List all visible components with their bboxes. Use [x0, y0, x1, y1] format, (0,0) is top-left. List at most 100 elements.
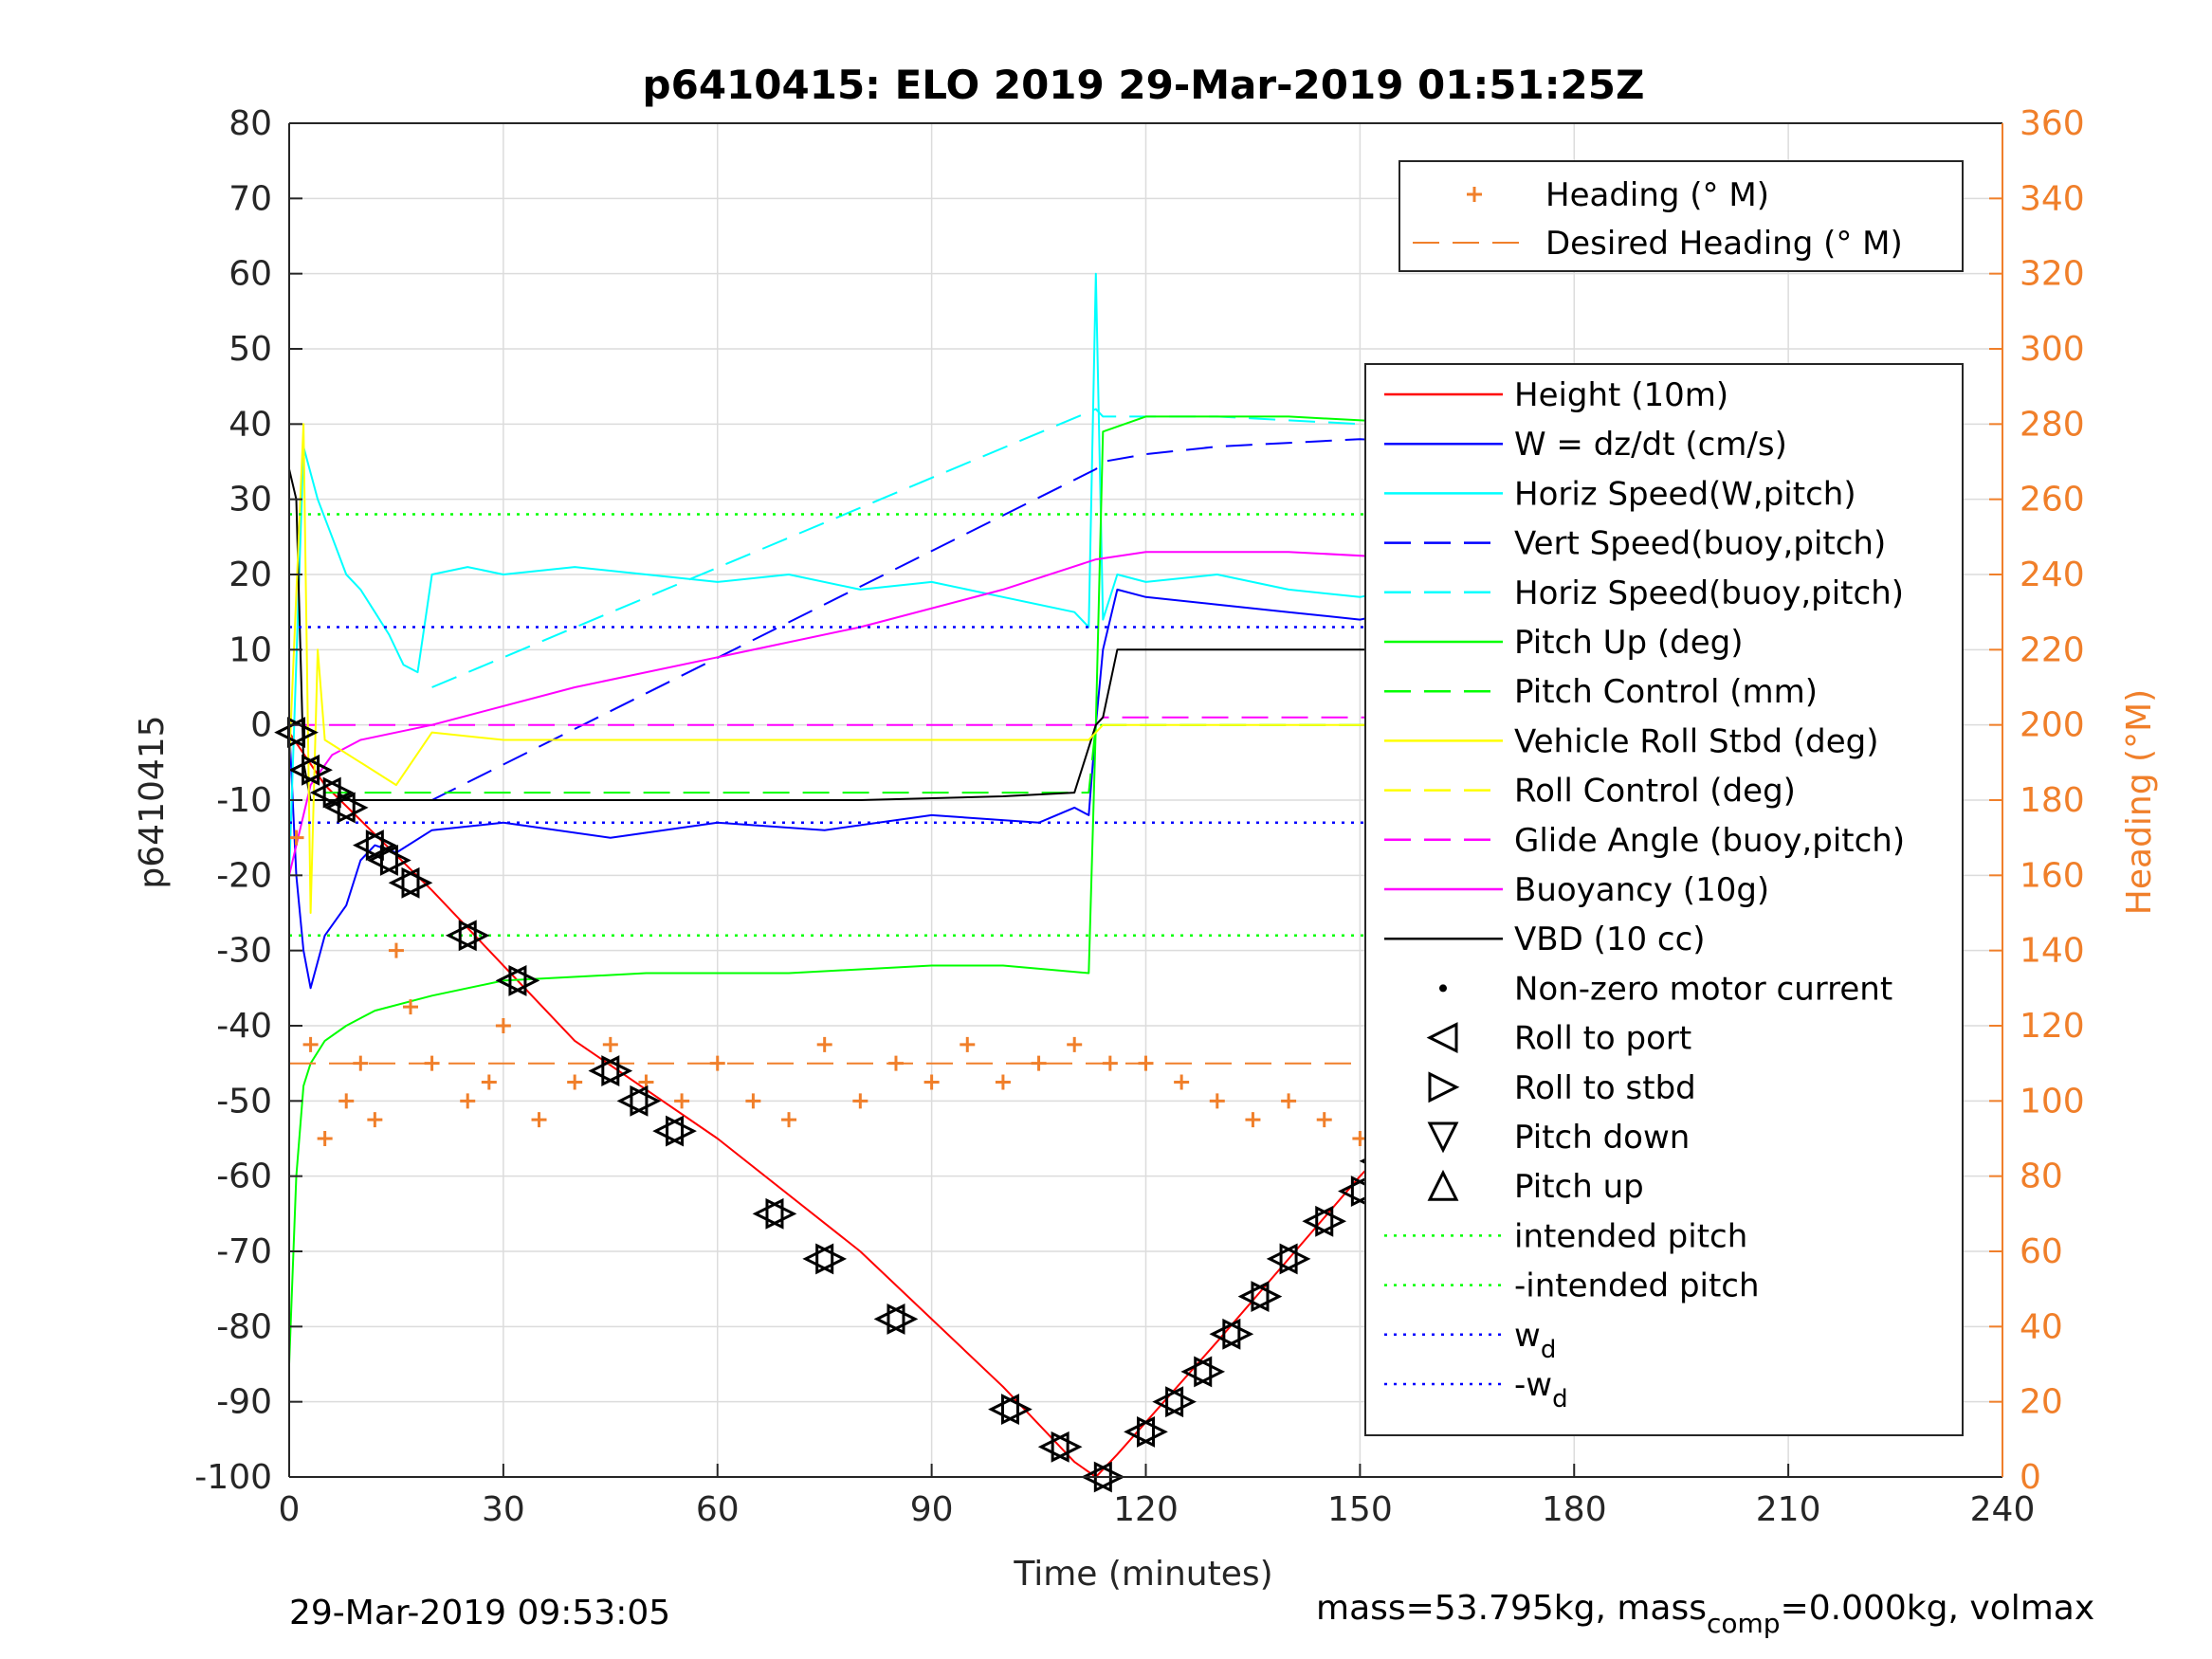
roll-port-marker — [1266, 1243, 1298, 1275]
legend-label: Roll to port — [1514, 1020, 1691, 1058]
legend-triangle — [1427, 1121, 1459, 1154]
y2-tick-label: 40 — [2020, 1307, 2063, 1346]
legend-label: Vert Speed(buoy,pitch) — [1514, 525, 1886, 563]
legend-label: -wd — [1514, 1366, 1568, 1413]
legend-label: -intended pitch — [1514, 1267, 1760, 1305]
heading-point — [816, 1036, 832, 1052]
heading-point — [460, 1093, 476, 1109]
y2-tick-label: 260 — [2020, 481, 2085, 520]
roll-port-marker — [873, 1303, 905, 1335]
y-tick-label: -90 — [216, 1383, 272, 1422]
y2-tick-label: 340 — [2020, 179, 2085, 218]
legend-triangle — [1428, 1071, 1460, 1103]
legend-label-text: Height (10m) — [1514, 376, 1728, 414]
roll-port-marker — [652, 1115, 685, 1147]
heading-point — [388, 942, 404, 958]
legend-triangle — [1426, 1022, 1458, 1054]
legend-label: Glide Angle (buoy,pitch) — [1514, 822, 1905, 860]
roll-stbd-marker — [630, 1085, 662, 1117]
footer-timestamp: 29-Mar-2019 09:53:05 — [289, 1594, 670, 1632]
y-tick-label: -10 — [216, 781, 272, 820]
y2-tick-label: 60 — [2020, 1232, 2063, 1271]
legend-label-text: VBD (10 cc) — [1514, 921, 1706, 958]
legend-label-text: Roll to port — [1514, 1020, 1691, 1058]
y-tick-label: 0 — [250, 706, 272, 745]
legend-main: Height (10m) W = dz/dt (cm/s) Horiz Speed(… — [1364, 363, 1964, 1436]
legend-label-text: -intended pitch — [1514, 1267, 1760, 1305]
roll-stbd-marker — [1279, 1243, 1311, 1275]
legend-label-text: Pitch down — [1514, 1119, 1690, 1157]
legend-label-sub: d — [1552, 1385, 1568, 1413]
x-tick-label: 180 — [1542, 1490, 1607, 1529]
legend-top-label: Heading (° M) — [1545, 176, 1769, 214]
x-tick-label: 150 — [1327, 1490, 1393, 1529]
roll-port-marker — [588, 1055, 620, 1087]
heading-point — [367, 1112, 383, 1128]
x-axis-label: Time (minutes) — [1013, 1555, 1272, 1594]
roll-stbd-marker — [508, 964, 540, 996]
heading-point — [1316, 1112, 1332, 1128]
legend-label: VBD (10 cc) — [1514, 921, 1706, 958]
roll-stbd-marker — [601, 1055, 633, 1087]
legend-label-text: Glide Angle (buoy,pitch) — [1514, 822, 1905, 860]
y2-tick-label: 280 — [2020, 405, 2085, 444]
y2-tick-label: 220 — [2020, 630, 2085, 669]
heading-point — [852, 1093, 868, 1109]
heading-point — [317, 1131, 333, 1146]
roll-stbd-marker — [1137, 1415, 1168, 1448]
roll-stbd-marker — [1315, 1205, 1347, 1237]
axes: 0 30 60 90 120 150 180 210 24080706050403020100-… — [194, 104, 2084, 1529]
y-tick-label: 80 — [229, 104, 272, 143]
roll-stbd-marker — [1165, 1386, 1197, 1418]
y-tick-label: 50 — [229, 330, 272, 369]
heading-point — [1281, 1093, 1297, 1109]
x-tick-label: 210 — [1756, 1490, 1821, 1529]
y2-tick-label: 20 — [2020, 1383, 2063, 1422]
heading-point — [1174, 1074, 1190, 1090]
roll-port-marker — [1209, 1318, 1241, 1350]
heading-point — [674, 1093, 690, 1109]
roll-port-marker — [1237, 1281, 1270, 1313]
roll-port-marker — [616, 1085, 649, 1117]
roll-port-marker — [323, 792, 356, 824]
heading-point — [995, 1074, 1011, 1090]
legend-label: Pitch down — [1514, 1119, 1690, 1157]
legend-top-plus — [1467, 187, 1482, 202]
legend-label: Horiz Speed(buoy,pitch) — [1514, 574, 1904, 612]
roll-port-marker — [367, 845, 398, 876]
heading-point — [781, 1112, 797, 1128]
legend-label: Roll Control (deg) — [1514, 773, 1796, 811]
roll-port-marker — [1037, 1431, 1069, 1463]
x-tick-label: 90 — [910, 1490, 954, 1529]
y2-tick-label: 160 — [2020, 856, 2085, 895]
x-tick-label: 0 — [279, 1490, 301, 1529]
roll-port-marker — [352, 830, 384, 862]
roll-stbd-marker — [302, 754, 333, 786]
heading-point — [495, 1018, 511, 1033]
y-tick-label: 40 — [229, 405, 272, 444]
y2-tick-label: 120 — [2020, 1007, 2085, 1046]
chart-title: p6410415: ELO 2019 29-Mar-2019 01:51:25Z — [643, 62, 1645, 108]
legend-label-text: Buoyancy (10g) — [1514, 871, 1769, 909]
legend-label-sub: d — [1541, 1336, 1557, 1364]
roll-port-marker — [288, 754, 320, 786]
heading-point — [960, 1036, 976, 1052]
legend-label-text: Roll Control (deg) — [1514, 773, 1796, 811]
legend-label-text: Pitch up — [1514, 1168, 1644, 1206]
legend-label: Vehicle Roll Stbd (deg) — [1514, 722, 1879, 760]
footer-mass-tail: =0.000kg, volmax — [1781, 1589, 2095, 1628]
y2-tick-label: 0 — [2020, 1458, 2041, 1497]
y2-tick-label: 180 — [2020, 781, 2085, 820]
y-tick-label: -100 — [194, 1458, 272, 1497]
roll-stbd-marker — [337, 792, 369, 824]
legend-label-text: Horiz Speed(buoy,pitch) — [1514, 574, 1904, 612]
roll-port-marker — [1180, 1356, 1213, 1388]
heading-point — [1245, 1112, 1261, 1128]
y-tick-label: -60 — [216, 1158, 272, 1196]
legend-label: Roll to stbd — [1514, 1069, 1696, 1107]
legend-label: Non-zero motor current — [1514, 970, 1892, 1008]
y-tick-label: 60 — [229, 255, 272, 294]
roll-stbd-marker — [666, 1115, 697, 1147]
heading-point — [602, 1036, 618, 1052]
